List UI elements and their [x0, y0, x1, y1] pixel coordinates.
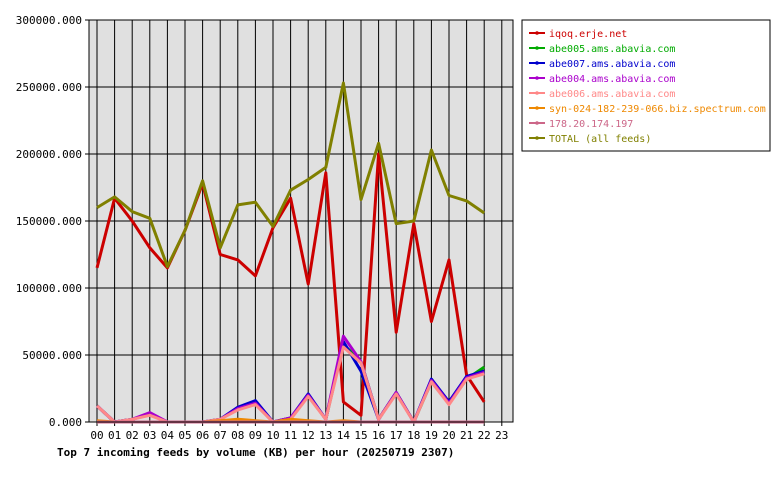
- x-tick-label: 11: [284, 429, 297, 442]
- plot-border: [88, 19, 514, 423]
- x-tick-label: 14: [337, 429, 351, 442]
- legend-entry: abe007.ams.abavia.com: [549, 59, 675, 70]
- x-tick-label: 10: [266, 429, 279, 442]
- series-line: [96, 81, 486, 269]
- x-tick-label: 22: [478, 429, 491, 442]
- legend-marker: [535, 91, 539, 95]
- x-tick-label: 08: [231, 429, 244, 442]
- x-tick-label: 13: [319, 429, 332, 442]
- legend-marker: [535, 61, 539, 65]
- x-tick-label: 04: [161, 429, 175, 442]
- legend-entry: 178.20.174.197: [549, 119, 633, 130]
- y-tick-label: 0.000: [49, 416, 82, 429]
- x-tick-label: 01: [108, 429, 121, 442]
- x-tick-label: 05: [178, 429, 191, 442]
- x-tick-label: 09: [249, 429, 262, 442]
- legend-entry: iqoq.erje.net: [549, 29, 627, 40]
- y-tick-label: 100000.000: [16, 282, 82, 295]
- x-tick-label: 16: [372, 429, 385, 442]
- chart-caption: Top 7 incoming feeds by volume (KB) per …: [57, 446, 454, 459]
- x-tick-label: 19: [425, 429, 438, 442]
- legend-box: [521, 19, 771, 152]
- legend-marker: [535, 121, 539, 125]
- y-axis: 0.000 50000.000 100000.000 150000.000 200000…: [16, 14, 89, 429]
- legend-entry: TOTAL (all feeds): [549, 134, 651, 145]
- legend-marker: [535, 106, 539, 110]
- grid-lines: [89, 19, 513, 423]
- x-tick-label: 23: [495, 429, 508, 442]
- x-tick-label: 02: [126, 429, 139, 442]
- y-tick-label: 50000.000: [22, 349, 82, 362]
- y-tick-label: 150000.000: [16, 215, 82, 228]
- legend-entry: syn-024-182-239-066.biz.spectrum.com: [549, 104, 766, 115]
- legend-marker: [535, 136, 539, 140]
- y-tick-label: 250000.000: [16, 81, 82, 94]
- x-tick-label: 07: [214, 429, 227, 442]
- legend-marker: [535, 31, 539, 35]
- legend-marker: [535, 76, 539, 80]
- x-tick-label: 17: [390, 429, 403, 442]
- x-tick-label: 00: [90, 429, 103, 442]
- legend-entry: abe004.ams.abavia.com: [549, 74, 675, 85]
- x-tick-label: 18: [407, 429, 420, 442]
- x-tick-label: 06: [196, 429, 209, 442]
- series-line: [95, 152, 486, 417]
- x-axis: 00 01 02 03 04 05 06 07 08 09 10 11 12 13 14 15 16 17 18 19…: [90, 422, 508, 442]
- y-tick-label: 200000.000: [16, 148, 82, 161]
- x-tick-label: 20: [442, 429, 455, 442]
- legend-marker: [535, 46, 539, 50]
- legend-entry: abe006.ams.abavia.com: [549, 89, 675, 100]
- x-tick-label: 15: [354, 429, 367, 442]
- x-tick-label: 12: [302, 429, 315, 442]
- y-tick-label: 300000.000: [16, 14, 82, 27]
- legend: iqoq.erje.net abe005.ams.abavia.com abe007…: [521, 19, 771, 152]
- x-tick-label: 21: [460, 429, 473, 442]
- x-tick-label: 03: [143, 429, 156, 442]
- legend-entry: abe005.ams.abavia.com: [549, 44, 675, 55]
